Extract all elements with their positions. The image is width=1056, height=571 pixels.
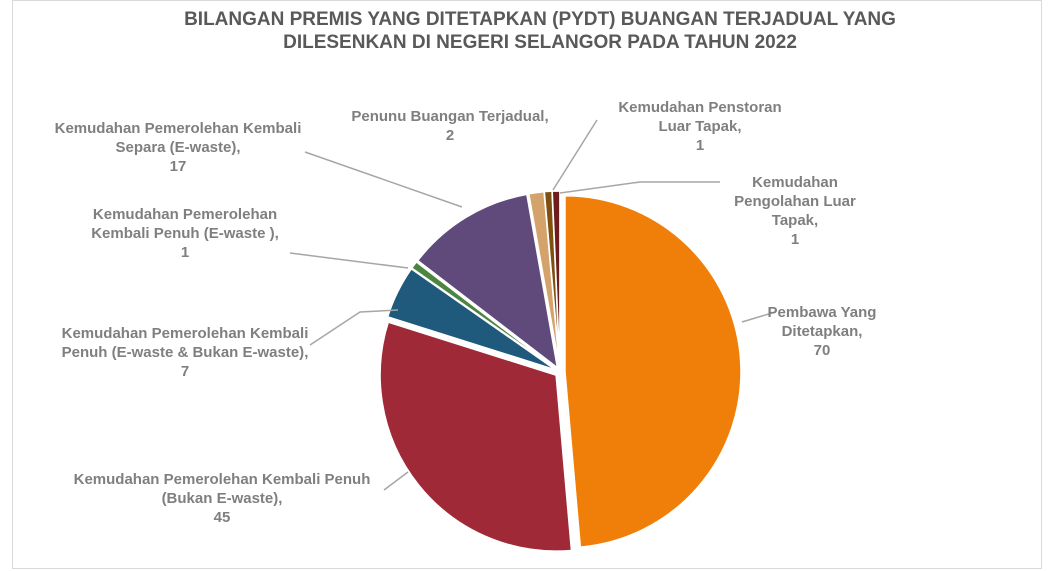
label-category: Penunu Buangan Terjadual [351, 108, 548, 125]
leader-line [383, 471, 409, 491]
label-value: 70 [813, 342, 831, 359]
data-label: Kemudahan Pemerolehan Kembali Penuh (E-w… [75, 205, 295, 262]
chart-border [12, 0, 1042, 569]
label-value: 1 [695, 137, 705, 154]
pie-slice [416, 193, 559, 370]
pie-slice [410, 260, 557, 370]
pie-slice [551, 190, 561, 368]
label-value: 1 [790, 231, 800, 248]
data-label: Kemudahan Pemerolehan Kembali Penuh (E-w… [55, 324, 315, 381]
label-category: Kemudahan Pemerolehan Kembali Penuh (E-w… [62, 325, 309, 361]
label-category: Kemudahan Pengolahan Luar Tapak [734, 174, 856, 229]
label-category: Pembawa Yang Ditetapkan [768, 304, 877, 340]
data-label: Kemudahan Penstoran Luar Tapak 1 [600, 98, 800, 155]
leader-line [741, 312, 773, 323]
leader-line [559, 181, 720, 194]
leader-line [289, 252, 409, 269]
label-value: 17 [169, 158, 187, 175]
label-category: Kemudahan Penstoran Luar Tapak [618, 99, 781, 135]
data-label: Kemudahan Pengolahan Luar Tapak 1 [720, 173, 870, 249]
pie-slice [379, 321, 573, 552]
label-value: 1 [180, 244, 190, 261]
label-category: Kemudahan Pemerolehan Kembali Penuh (Buk… [74, 471, 371, 507]
chart-title: BILANGAN PREMIS YANG DITETAPKAN (PYDT) B… [184, 9, 896, 53]
data-label: Pembawa Yang Ditetapkan 70 [742, 303, 902, 360]
label-value: 45 [213, 509, 231, 526]
data-label: Kemudahan Pemerolehan Kembali Separa (E-… [48, 119, 308, 176]
leader-line [309, 309, 399, 346]
pie-slice [386, 267, 556, 371]
data-label: Penunu Buangan Terjadual 2 [310, 107, 590, 145]
pie-slice [564, 195, 742, 548]
label-value: 7 [180, 363, 190, 380]
leader-line [304, 151, 463, 208]
label-category: Kemudahan Pemerolehan Kembali Penuh (E-w… [91, 206, 279, 242]
leader-line [552, 119, 598, 191]
label-value: 2 [445, 127, 455, 144]
data-label: Kemudahan Pemerolehan Kembali Penuh (Buk… [57, 470, 387, 527]
label-category: Kemudahan Pemerolehan Kembali Separa (E-… [55, 120, 302, 156]
